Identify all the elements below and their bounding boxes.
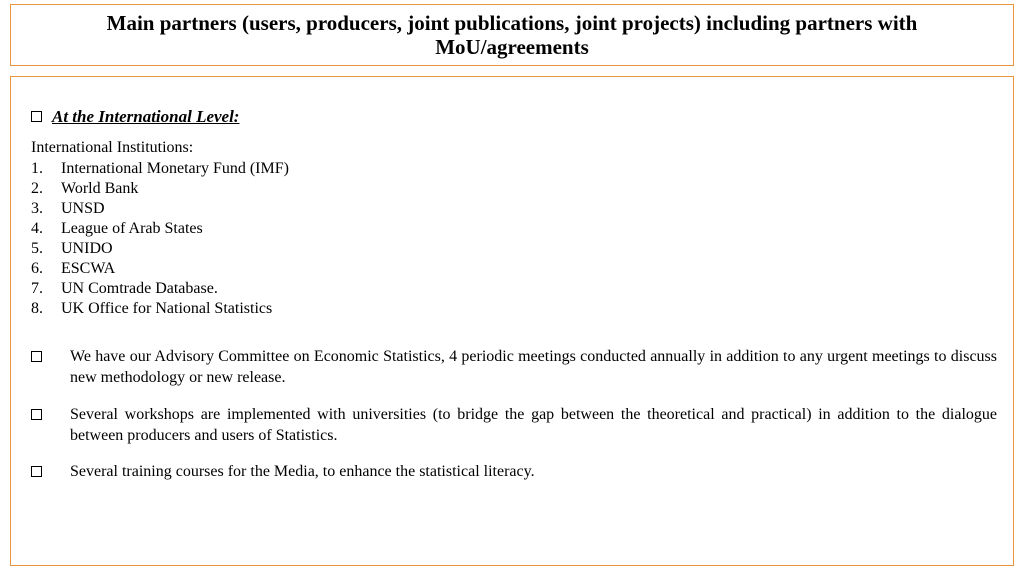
list-item: UK Office for National Statistics [31, 299, 997, 319]
content-container: At the International Level: Internationa… [10, 76, 1014, 566]
bullet-item: Several workshops are implemented with u… [31, 405, 997, 447]
list-item: ESCWA [31, 259, 997, 279]
page-title: Main partners (users, producers, joint p… [31, 11, 993, 59]
list-item: International Monetary Fund (IMF) [31, 159, 997, 179]
square-bullet-icon [31, 111, 42, 122]
bullet-text: Several workshops are implemented with u… [70, 405, 997, 447]
list-item: UNSD [31, 199, 997, 219]
title-container: Main partners (users, producers, joint p… [10, 4, 1014, 66]
bullet-item: Several training courses for the Media, … [31, 462, 997, 483]
list-item: UN Comtrade Database. [31, 279, 997, 299]
section-heading-row: At the International Level: [31, 107, 997, 127]
list-item: World Bank [31, 179, 997, 199]
square-bullet-icon [31, 466, 42, 477]
list-item: UNIDO [31, 239, 997, 259]
square-bullet-icon [31, 351, 42, 362]
bullet-item: We have our Advisory Committee on Econom… [31, 347, 997, 389]
section-heading: At the International Level: [52, 107, 239, 127]
institutions-subtitle: International Institutions: [31, 139, 997, 157]
institutions-list: International Monetary Fund (IMF) World … [31, 159, 997, 319]
list-item: League of Arab States [31, 219, 997, 239]
bullet-text: We have our Advisory Committee on Econom… [70, 347, 997, 389]
square-bullet-icon [31, 409, 42, 420]
bullet-text: Several training courses for the Media, … [70, 462, 997, 483]
